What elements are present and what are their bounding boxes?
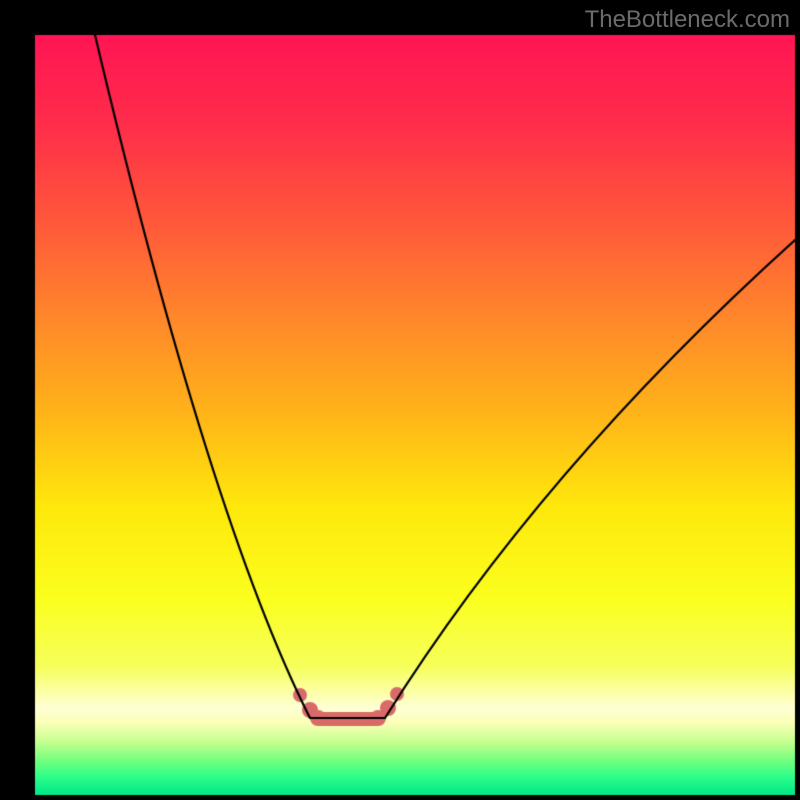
bottleneck-chart bbox=[0, 0, 800, 800]
watermark-text: TheBottleneck.com bbox=[585, 6, 790, 34]
